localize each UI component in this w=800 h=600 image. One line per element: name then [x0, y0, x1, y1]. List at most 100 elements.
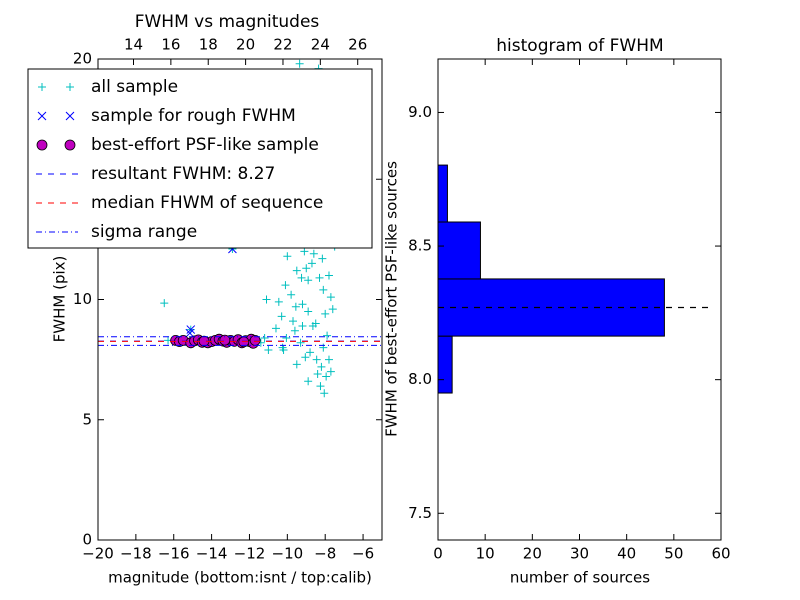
data-point	[271, 324, 280, 333]
data-point	[291, 302, 300, 311]
x-tick-label: 20	[523, 545, 542, 563]
data-point	[304, 377, 313, 386]
histogram-bar	[437, 221, 481, 280]
data-point	[298, 300, 307, 309]
legend-label: median FHWM of sequence	[91, 193, 323, 213]
y-tick-label: 8.5	[408, 237, 432, 255]
data-point	[186, 325, 196, 334]
data-point	[309, 249, 318, 258]
data-point	[264, 346, 273, 355]
legend-label: sample for rough FWHM	[91, 106, 296, 126]
data-point	[324, 355, 333, 364]
data-point	[279, 346, 288, 355]
legend-box	[27, 68, 373, 249]
left-y-label: FWHM (pix)	[51, 256, 69, 343]
data-point	[304, 307, 313, 316]
x-tick-label: −16	[158, 545, 190, 563]
data-point	[281, 281, 290, 290]
x-tick-label: −12	[234, 545, 266, 563]
x-tick-label: 60	[711, 545, 730, 563]
data-point	[295, 59, 304, 68]
left-x-label: magnitude (bottom:isnt / top:calib)	[108, 569, 372, 587]
data-point	[160, 299, 169, 308]
left-title: FWHM vs magnitudes	[135, 12, 320, 32]
data-point	[283, 252, 292, 261]
legend-marker	[36, 139, 48, 151]
histogram-bar	[437, 164, 448, 223]
data-point	[320, 389, 329, 398]
data-point	[317, 362, 326, 371]
y-tick-label: 20	[73, 50, 92, 68]
right-x-label: number of sources	[510, 569, 650, 587]
data-point	[321, 309, 330, 318]
y-tick-label: 8.0	[408, 370, 432, 388]
y-tick-label: 7.5	[408, 504, 432, 522]
left-plot-area	[98, 59, 382, 398]
data-point	[300, 247, 309, 256]
data-point	[318, 254, 327, 263]
x-tick-label: 0	[433, 545, 443, 563]
y-tick-label: 0	[82, 531, 92, 549]
x2-tick-label: 22	[273, 36, 292, 54]
x2-tick-label: 18	[199, 36, 218, 54]
data-point	[326, 293, 335, 302]
x2-tick-label: 14	[124, 36, 143, 54]
data-point	[292, 266, 301, 275]
data-point	[302, 264, 311, 273]
x-tick-label: 40	[617, 545, 636, 563]
data-point	[304, 276, 313, 285]
x-tick-label: −6	[352, 545, 374, 563]
x2-tick-label: 20	[236, 36, 255, 54]
legend-marker	[66, 83, 74, 91]
y-tick-label: 5	[82, 410, 92, 428]
data-point	[260, 333, 269, 342]
legend-label: sigma range	[91, 222, 197, 242]
x2-tick-label: 16	[161, 36, 180, 54]
histogram-bar	[437, 335, 453, 394]
data-point	[289, 317, 298, 326]
data-point	[301, 353, 310, 362]
data-point	[323, 331, 332, 340]
x-tick-label: −18	[120, 545, 152, 563]
right-title: histogram of FWHM	[496, 36, 663, 56]
x-tick-label: −20	[82, 545, 114, 563]
data-point	[296, 338, 305, 347]
data-point	[306, 348, 315, 357]
x-tick-label: −10	[272, 545, 304, 563]
legend-marker	[37, 111, 47, 121]
legend: all sample sample for rough FWHM best-effo…	[27, 68, 373, 249]
x2-tick-label: 24	[311, 36, 330, 54]
data-point	[328, 305, 337, 314]
legend-marker	[64, 139, 76, 151]
data-point	[287, 290, 296, 299]
legend-label: best-effort PSF-like sample	[91, 135, 319, 155]
legend-marker	[38, 83, 46, 91]
data-point	[307, 259, 316, 268]
right-y-label: FWHM of best-effort PSF-like sources	[383, 161, 401, 437]
data-point	[282, 333, 291, 342]
legend-label: resultant FWHM: 8.27	[91, 164, 275, 184]
data-point	[290, 326, 299, 335]
data-point	[316, 382, 325, 391]
x-tick-label: 30	[570, 545, 589, 563]
y-tick-label: 10	[73, 290, 92, 308]
data-point	[274, 297, 283, 306]
data-point	[319, 285, 328, 294]
data-point	[312, 355, 321, 364]
data-point	[298, 321, 307, 330]
data-point	[313, 370, 322, 379]
data-point	[308, 321, 317, 330]
data-point	[262, 295, 271, 304]
x-tick-label: −8	[314, 545, 336, 563]
data-point	[185, 328, 195, 338]
legend-label: all sample	[91, 77, 178, 97]
x-tick-label: −14	[196, 545, 228, 563]
data-point	[292, 360, 301, 369]
foreground: −20 −18 −16 −14 −12 −10 −8 −6 14 16 18 20 22 24 26 0 5 10…	[27, 36, 731, 563]
data-point	[326, 367, 335, 376]
x-tick-label: 10	[476, 545, 495, 563]
x2-tick-label: 26	[348, 36, 367, 54]
y-tick-label: 9.0	[408, 103, 432, 121]
legend-marker	[65, 111, 75, 121]
